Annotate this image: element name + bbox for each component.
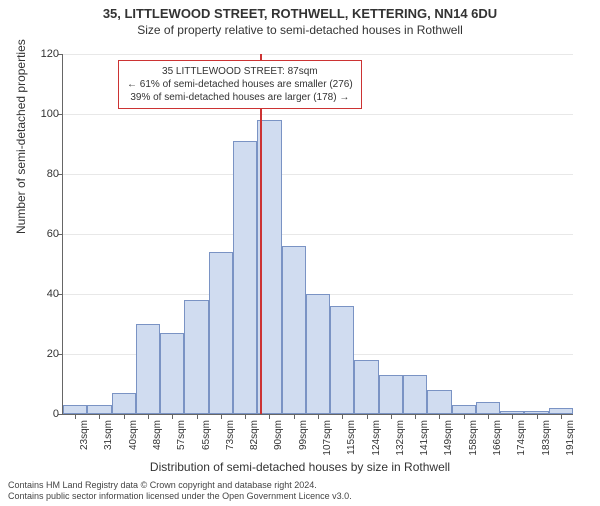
grid-line (63, 174, 573, 175)
info-box-line: 35 LITTLEWOOD STREET: 87sqm (127, 65, 353, 78)
chart-title-main: 35, LITTLEWOOD STREET, ROTHWELL, KETTERI… (0, 6, 600, 21)
x-tick-label: 124sqm (371, 420, 382, 456)
x-tick-mark (99, 414, 100, 419)
y-tick-label: 100 (35, 108, 59, 120)
x-tick-mark (124, 414, 125, 419)
histogram-bar (233, 141, 257, 414)
grid-line (63, 234, 573, 235)
x-tick-mark (318, 414, 319, 419)
x-tick-label: 132sqm (395, 420, 406, 456)
x-tick-mark (342, 414, 343, 419)
x-tick-mark (197, 414, 198, 419)
histogram-bar (184, 300, 208, 414)
x-tick-label: 183sqm (541, 420, 552, 456)
histogram-bar (427, 390, 451, 414)
histogram-bar (282, 246, 306, 414)
y-tick-label: 120 (35, 48, 59, 60)
x-tick-label: 90sqm (273, 420, 284, 450)
x-tick-mark (172, 414, 173, 419)
x-tick-label: 141sqm (419, 420, 430, 456)
x-tick-label: 115sqm (346, 420, 357, 455)
info-box-line: ← 61% of semi-detached houses are smalle… (127, 78, 353, 91)
histogram-bar (306, 294, 330, 414)
y-tick-label: 80 (35, 168, 59, 180)
y-tick-label: 60 (35, 228, 59, 240)
histogram-bar (403, 375, 427, 414)
x-tick-label: 57sqm (176, 420, 187, 450)
histogram-bar (63, 405, 87, 414)
footer-attribution: Contains HM Land Registry data © Crown c… (8, 480, 352, 502)
x-tick-label: 99sqm (298, 420, 309, 450)
y-tick-label: 0 (35, 408, 59, 420)
x-tick-mark (464, 414, 465, 419)
x-tick-label: 31sqm (103, 420, 114, 450)
histogram-bar (112, 393, 136, 414)
y-axis-label: Number of semi-detached properties (14, 39, 28, 234)
x-tick-mark (75, 414, 76, 419)
info-box-line: 39% of semi-detached houses are larger (… (127, 91, 353, 104)
x-tick-label: 73sqm (225, 420, 236, 450)
histogram-bar (136, 324, 160, 414)
x-tick-label: 107sqm (322, 420, 333, 456)
x-tick-label: 166sqm (492, 420, 503, 456)
x-tick-label: 158sqm (468, 420, 479, 456)
histogram-bar (209, 252, 233, 414)
footer-line-1: Contains HM Land Registry data © Crown c… (8, 480, 352, 491)
x-axis-label: Distribution of semi-detached houses by … (0, 460, 600, 474)
grid-line (63, 114, 573, 115)
grid-line (63, 54, 573, 55)
x-tick-mark (367, 414, 368, 419)
x-tick-mark (148, 414, 149, 419)
x-tick-label: 82sqm (249, 420, 260, 450)
histogram-bar (476, 402, 500, 414)
x-tick-mark (561, 414, 562, 419)
chart-title-sub: Size of property relative to semi-detach… (0, 23, 600, 37)
x-tick-mark (391, 414, 392, 419)
x-tick-mark (269, 414, 270, 419)
histogram-bar (379, 375, 403, 414)
x-tick-mark (439, 414, 440, 419)
chart-area: 02040608010012023sqm31sqm40sqm48sqm57sqm… (62, 54, 572, 414)
x-tick-label: 48sqm (152, 420, 163, 450)
histogram-bar (452, 405, 476, 414)
highlight-info-box: 35 LITTLEWOOD STREET: 87sqm← 61% of semi… (118, 60, 362, 109)
x-tick-label: 23sqm (79, 420, 90, 450)
x-tick-mark (488, 414, 489, 419)
x-tick-mark (245, 414, 246, 419)
x-tick-mark (221, 414, 222, 419)
footer-line-2: Contains public sector information licen… (8, 491, 352, 502)
y-tick-label: 20 (35, 348, 59, 360)
x-tick-label: 149sqm (443, 420, 454, 456)
x-tick-mark (537, 414, 538, 419)
x-tick-label: 40sqm (128, 420, 139, 450)
x-tick-label: 65sqm (201, 420, 212, 450)
x-tick-mark (294, 414, 295, 419)
histogram-bar (87, 405, 111, 414)
x-tick-label: 191sqm (565, 420, 576, 456)
plot-region: 02040608010012023sqm31sqm40sqm48sqm57sqm… (62, 54, 573, 415)
x-tick-label: 174sqm (516, 420, 527, 456)
x-tick-mark (415, 414, 416, 419)
histogram-bar (354, 360, 378, 414)
y-tick-label: 40 (35, 288, 59, 300)
histogram-bar (330, 306, 354, 414)
histogram-bar (160, 333, 184, 414)
x-tick-mark (512, 414, 513, 419)
